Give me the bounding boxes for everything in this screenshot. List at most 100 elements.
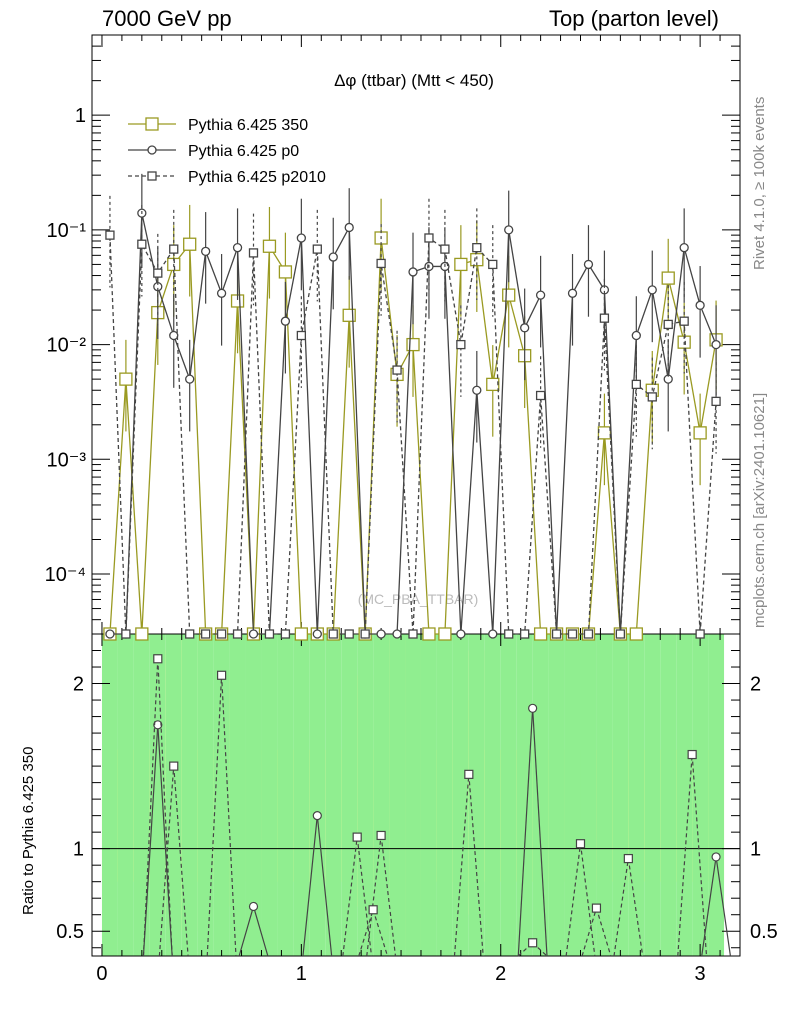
band-green xyxy=(500,634,517,956)
ratio-point xyxy=(528,938,538,948)
band-green xyxy=(261,634,278,956)
ratio-line xyxy=(468,774,484,957)
y-tick-label: 10⁻¹ xyxy=(47,220,87,242)
ratio-line xyxy=(342,837,358,957)
data-point xyxy=(376,258,386,269)
ratio-bands xyxy=(101,634,725,956)
ratio-line xyxy=(238,906,255,957)
plot-title: Δφ (ttbar) (Mtt < 450) xyxy=(334,71,494,90)
ratio-line xyxy=(380,835,397,957)
data-point xyxy=(408,267,418,277)
series-2 xyxy=(105,195,721,639)
ratio-line xyxy=(366,835,382,957)
y-tick-label: 10⁻⁴ xyxy=(45,564,86,586)
data-point xyxy=(296,330,307,341)
data-point xyxy=(344,629,354,639)
band-green xyxy=(229,634,246,956)
band-green xyxy=(628,634,645,956)
ratio-y-tick-label: 1 xyxy=(750,839,761,861)
data-point xyxy=(169,330,179,341)
data-point xyxy=(567,288,578,298)
data-point xyxy=(647,285,657,295)
data-point xyxy=(615,629,626,639)
data-point xyxy=(232,243,243,253)
data-point xyxy=(135,627,149,641)
data-point xyxy=(583,259,594,270)
ratio-y-tick-label: 2 xyxy=(750,674,761,696)
data-point xyxy=(504,629,514,639)
band-green xyxy=(452,634,469,956)
band-green xyxy=(389,634,406,956)
ratio-line xyxy=(173,766,189,957)
data-point xyxy=(169,244,179,254)
data-point xyxy=(679,316,689,326)
ratio-series-p2010 xyxy=(142,654,708,957)
ratio-point xyxy=(528,703,538,713)
ratio-line xyxy=(701,856,717,957)
data-point xyxy=(502,288,516,302)
band-green xyxy=(213,634,230,956)
ratio-line xyxy=(252,906,269,957)
data-point xyxy=(296,233,307,243)
ratio-line xyxy=(691,754,708,957)
ratio-line xyxy=(517,708,534,957)
ratio-point xyxy=(623,853,633,864)
band-green xyxy=(101,634,118,956)
data-point xyxy=(647,392,657,402)
band-green xyxy=(644,634,661,956)
ratio-series-p0 xyxy=(142,703,732,957)
band-green xyxy=(309,634,326,956)
data-point xyxy=(631,330,641,341)
data-point xyxy=(392,629,402,639)
ratio-line xyxy=(715,856,732,957)
legend-marker xyxy=(147,171,157,181)
ratio-line xyxy=(581,907,598,957)
y-tick-label: 10⁻² xyxy=(47,335,87,357)
header-left: 7000 GeV pp xyxy=(102,6,232,31)
band-green xyxy=(357,634,374,956)
ratio-line xyxy=(453,774,470,957)
ratio-y-tick-label: 0.5 xyxy=(750,921,778,943)
series-0 xyxy=(103,198,723,641)
data-point xyxy=(695,629,705,639)
ratio-line xyxy=(157,658,173,957)
legend-label: Pythia 6.425 350 xyxy=(188,117,308,134)
ratio-point xyxy=(376,830,386,841)
data-point xyxy=(185,629,195,639)
data-point xyxy=(597,426,612,440)
data-point xyxy=(693,426,707,440)
ratio-y-tick-label: 0.5 xyxy=(56,921,84,943)
ratio-point xyxy=(352,832,362,842)
data-point xyxy=(711,339,721,350)
ratio-point xyxy=(153,654,163,664)
ratio-point xyxy=(368,905,378,915)
data-point xyxy=(456,339,466,350)
data-point xyxy=(567,629,578,639)
ratio-line xyxy=(316,815,333,957)
data-point xyxy=(661,271,675,285)
data-point xyxy=(472,385,482,395)
data-point xyxy=(105,629,115,639)
ratio-point xyxy=(248,901,259,912)
band-green xyxy=(580,634,597,956)
x-tick-label: 2 xyxy=(495,963,506,985)
data-point xyxy=(599,313,610,323)
band-green xyxy=(181,634,198,956)
data-point xyxy=(121,629,131,639)
data-point xyxy=(280,316,291,326)
data-point xyxy=(119,372,133,386)
data-point xyxy=(344,222,354,233)
data-point xyxy=(153,268,163,278)
data-point xyxy=(679,243,689,253)
data-point xyxy=(440,244,450,254)
series-1 xyxy=(105,173,721,639)
band-green xyxy=(405,634,421,956)
band-green xyxy=(708,634,725,956)
data-point xyxy=(185,374,195,384)
data-point xyxy=(216,288,227,298)
band-green xyxy=(548,634,565,956)
data-point xyxy=(280,629,291,639)
data-point xyxy=(406,337,420,352)
series-line xyxy=(109,235,717,635)
